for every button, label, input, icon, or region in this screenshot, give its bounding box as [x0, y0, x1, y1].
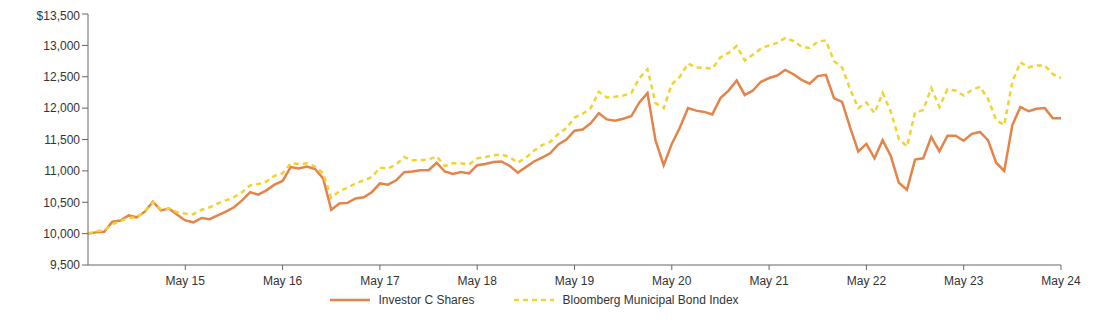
svg-text:May 20: May 20	[652, 274, 692, 288]
svg-text:May 24: May 24	[1041, 274, 1081, 288]
svg-text:May 22: May 22	[847, 274, 887, 288]
svg-text:11,000: 11,000	[44, 164, 80, 178]
html-text:Investor C Shares: Investor C Shares	[378, 293, 475, 307]
html-text:Bloomberg Municipal Bond Index: Bloomberg Municipal Bond Index	[562, 293, 739, 307]
svg-text:May 23: May 23	[944, 274, 984, 288]
svg-text:May 17: May 17	[360, 274, 400, 288]
svg-text:12,000: 12,000	[43, 101, 80, 115]
svg-text:12,500: 12,500	[43, 70, 80, 84]
svg-text:10,500: 10,500	[43, 196, 80, 210]
svg-text:May 16: May 16	[263, 274, 303, 288]
svg-text:10,000: 10,000	[43, 227, 80, 241]
svg-text:May 18: May 18	[458, 274, 498, 288]
svg-text:13,000: 13,000	[43, 39, 80, 53]
svg-text:May 21: May 21	[749, 274, 789, 288]
svg-text:May 19: May 19	[555, 274, 595, 288]
svg-text:11,500: 11,500	[44, 133, 80, 147]
svg-text:9,500: 9,500	[50, 258, 80, 272]
svg-text:May 15: May 15	[166, 274, 206, 288]
svg-text:$13,500: $13,500	[37, 9, 81, 23]
